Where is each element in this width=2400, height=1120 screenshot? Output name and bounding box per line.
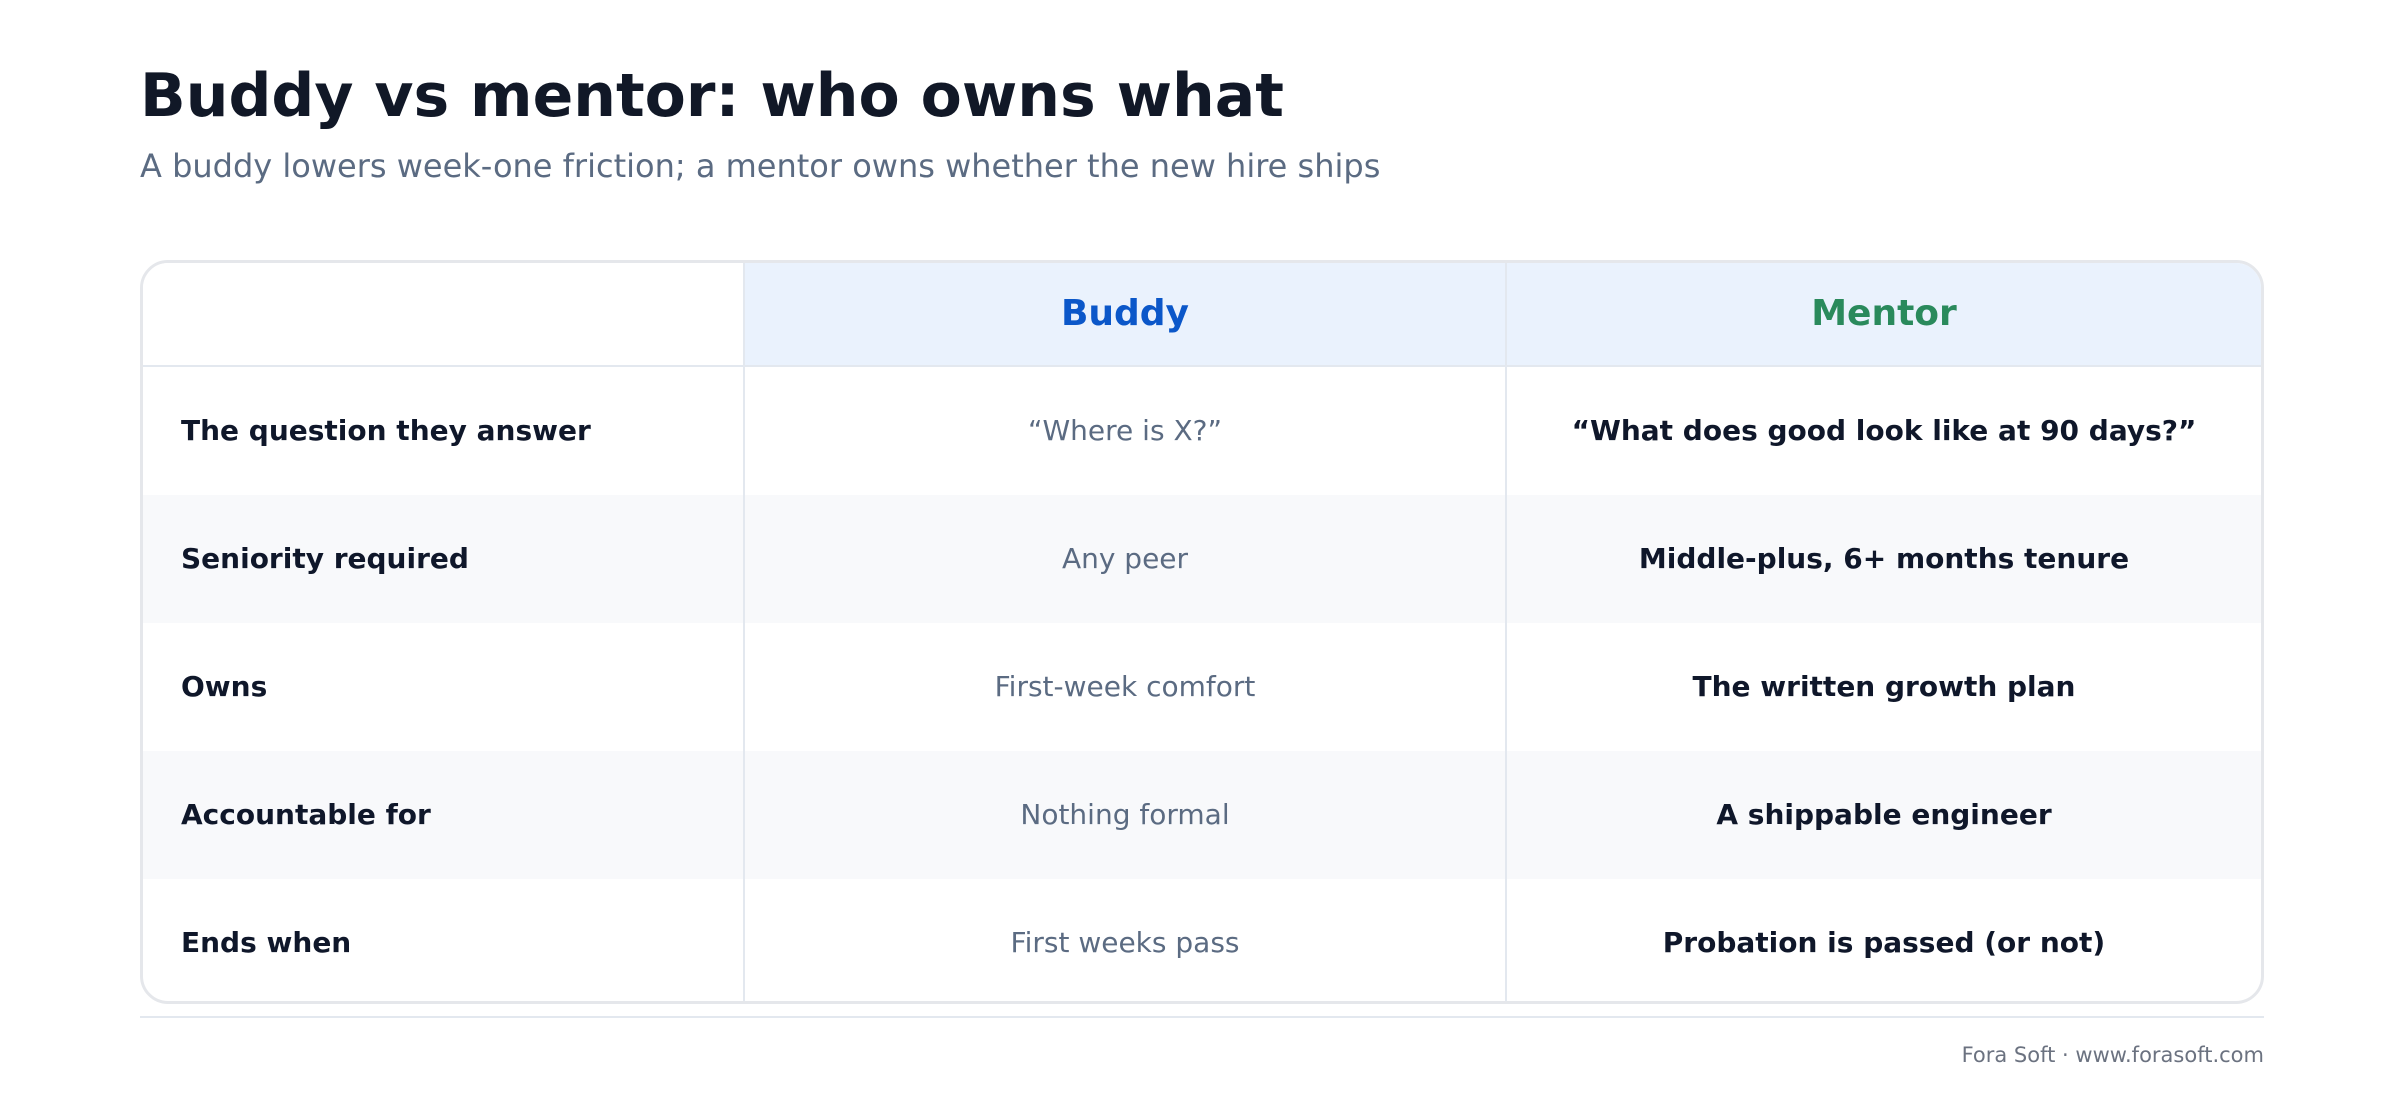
buddy-cell-question: “Where is X?”: [743, 367, 1505, 495]
buddy-cell-accountable: Nothing formal: [743, 751, 1505, 879]
mentor-cell-ends: Probation is passed (or not): [1505, 879, 2261, 1001]
mentor-cell-seniority: Middle-plus, 6+ months tenure: [1505, 495, 2261, 623]
page-subtitle: A buddy lowers week-one friction; a ment…: [140, 147, 1381, 185]
footer-credit: Fora Soft · www.forasoft.com: [1961, 1043, 2264, 1067]
mentor-cell-question: “What does good look like at 90 days?”: [1505, 367, 2261, 495]
header-corner-cell: [143, 263, 743, 367]
column-header-buddy: Buddy: [743, 263, 1505, 367]
buddy-cell-seniority: Any peer: [743, 495, 1505, 623]
comparison-grid: Buddy Mentor The question they answer “W…: [143, 263, 2261, 1001]
row-label-owns: Owns: [181, 670, 268, 703]
mentor-cell-accountable: A shippable engineer: [1505, 751, 2261, 879]
column-header-mentor: Mentor: [1505, 263, 2261, 367]
buddy-cell-ends: First weeks pass: [743, 879, 1505, 1001]
row-label-ends: Ends when: [181, 926, 352, 959]
comparison-table: Buddy Mentor The question they answer “W…: [140, 260, 2264, 1004]
row-label-question: The question they answer: [181, 414, 591, 447]
buddy-cell-owns: First-week comfort: [743, 623, 1505, 751]
mentor-cell-owns: The written growth plan: [1505, 623, 2261, 751]
footer-divider: [140, 1016, 2264, 1018]
row-label-accountable: Accountable for: [143, 751, 743, 879]
page-title: Buddy vs mentor: who owns what: [140, 61, 1284, 131]
row-label-seniority: Seniority required: [143, 495, 743, 623]
